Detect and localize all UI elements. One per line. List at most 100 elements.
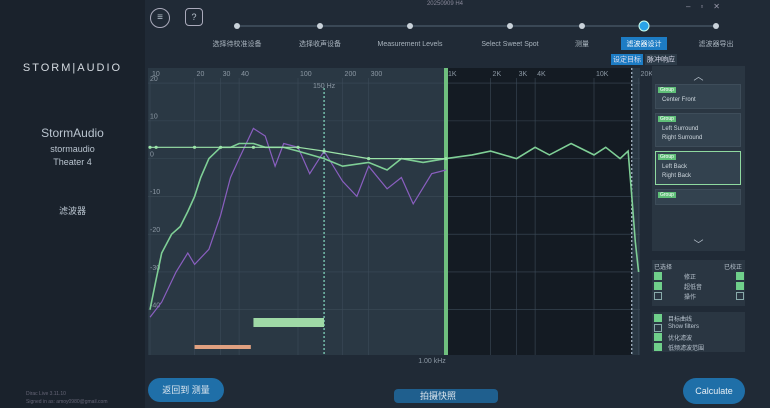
checkbox <box>736 272 744 280</box>
target-point <box>192 145 197 149</box>
active-step-box <box>621 37 667 50</box>
account: Signed in as: amoy0980@gmail.com <box>26 399 108 405</box>
menu-icon[interactable]: ≡ <box>150 8 170 28</box>
snapshot-label: 拍摄快照 <box>420 391 457 401</box>
help-icon[interactable]: ? <box>185 8 203 26</box>
location: Theater 4 <box>53 157 92 167</box>
step-dot <box>713 23 719 29</box>
step-dot <box>579 23 585 29</box>
curve <box>149 142 640 310</box>
x-tick-label: 10 <box>152 71 160 78</box>
target-point <box>296 145 300 149</box>
display-row[interactable]: 目标曲线 <box>654 314 742 323</box>
group-name: Group <box>658 87 676 93</box>
x-tick-label: 30 <box>223 71 231 78</box>
x-tick-label: 1K <box>448 71 457 78</box>
subtab-box <box>611 54 643 65</box>
step-label: 选择收声设备 <box>299 39 341 48</box>
y-tick-label: -20 <box>150 227 160 234</box>
group-name: Group <box>658 154 676 160</box>
option-label: 操作 <box>684 295 697 301</box>
curve <box>149 127 447 318</box>
y-tick-label: -10 <box>150 189 160 196</box>
target-point <box>148 145 152 149</box>
options-panel: 已选择 已校正 修正 超低音 操作 <box>652 260 745 306</box>
green-range <box>253 318 325 327</box>
window-title: 20250909 H4 <box>426 1 464 7</box>
calculate-button[interactable]: Calculate <box>683 378 745 404</box>
display-row[interactable]: 优化滤波 <box>654 333 742 342</box>
group-card[interactable]: Group Center Front <box>655 84 741 109</box>
channel: Right Surround <box>662 135 703 141</box>
checkbox <box>654 323 662 332</box>
target-point <box>219 145 223 149</box>
checkbox <box>654 333 662 341</box>
display-row[interactable]: Show filters <box>654 323 742 332</box>
x-tick-label: 2K <box>493 71 502 78</box>
display-row[interactable]: 低频滤波范围 <box>654 342 742 352</box>
target-point <box>251 145 256 149</box>
snapshot-button[interactable]: 拍摄快照 <box>394 389 498 403</box>
checkbox <box>736 282 744 290</box>
x-tick-label: 200 <box>345 71 357 78</box>
x-tick-label: 20K <box>641 71 654 78</box>
step-label: 滤波器设计 <box>627 39 662 48</box>
group-name: Group <box>658 192 676 198</box>
option-row[interactable]: 修正 <box>654 272 744 281</box>
brand: STORM <box>22 62 73 74</box>
checkbox <box>736 292 744 300</box>
header: 已校正 <box>723 265 742 271</box>
orange-range <box>194 345 251 349</box>
option-row[interactable]: 操作 <box>654 292 744 301</box>
step-dot <box>317 23 323 29</box>
y-tick-label: 10 <box>150 114 158 121</box>
channel: Left Surround <box>662 126 699 132</box>
y-tick-label: 0 <box>150 151 154 158</box>
channel: Left Back <box>662 164 688 170</box>
group-panel: ︿ ﹀ Group Center Front Group Left Surround Rig… <box>652 66 745 251</box>
display-label: 优化滤波 <box>668 336 693 342</box>
channel: Center Front <box>662 97 696 103</box>
y-tick-label: -40 <box>150 303 160 310</box>
step-label: Measurement Levels <box>378 41 443 48</box>
step-dot <box>638 20 650 32</box>
display-label: Show filters <box>668 323 700 330</box>
mid-marker-label: 1.00 kHz <box>418 358 446 365</box>
option-label: 修正 <box>684 275 697 281</box>
group-name: Group <box>658 116 676 122</box>
section[interactable]: 滤波器 <box>58 206 86 216</box>
x-tick-label: 40 <box>241 71 249 78</box>
step-label: 选择待校准设备 <box>213 39 262 48</box>
scroll-up[interactable]: ︿ <box>693 72 704 83</box>
low-marker-label: 150 Hz <box>313 83 336 90</box>
back-button[interactable]: 返回到 测量 <box>148 378 224 402</box>
checkbox <box>654 282 662 290</box>
step-dot <box>407 23 413 29</box>
window-controls[interactable]: –▫✕ <box>686 2 730 11</box>
x-tick-label: 100 <box>300 71 312 78</box>
group-card[interactable]: Group <box>655 189 741 205</box>
option-label: 超低音 <box>684 285 703 291</box>
x-tick-label: 20 <box>197 71 205 78</box>
y-tick-label: -30 <box>150 265 160 272</box>
step-dot <box>234 23 240 29</box>
checkbox <box>654 342 662 351</box>
sidebar: STORM|AUDIO StormAudio stormaudio Theate… <box>0 0 145 408</box>
subtab: 设定目标 <box>613 54 641 63</box>
group-card[interactable]: Group Left Surround Right Surround <box>655 113 741 147</box>
subtab: 脉冲响应 <box>647 54 675 63</box>
step-label: Select Sweet Spot <box>481 41 538 48</box>
display-label: 低频滤波范围 <box>668 345 705 352</box>
step-label: 测量 <box>575 40 589 48</box>
target-point <box>444 157 448 161</box>
scroll-down[interactable]: ﹀ <box>693 240 704 251</box>
option-row[interactable]: 超低音 <box>654 282 744 291</box>
y-tick-label: 20 <box>150 76 158 83</box>
device-name: StormAudio <box>41 126 104 140</box>
x-tick-label: 3K <box>519 71 528 78</box>
brand: AUDIO <box>77 62 123 74</box>
group-card[interactable]: Group Left Back Right Back <box>655 151 741 185</box>
display-label: 目标曲线 <box>668 317 693 323</box>
step-label: 滤波器导出 <box>699 39 734 48</box>
